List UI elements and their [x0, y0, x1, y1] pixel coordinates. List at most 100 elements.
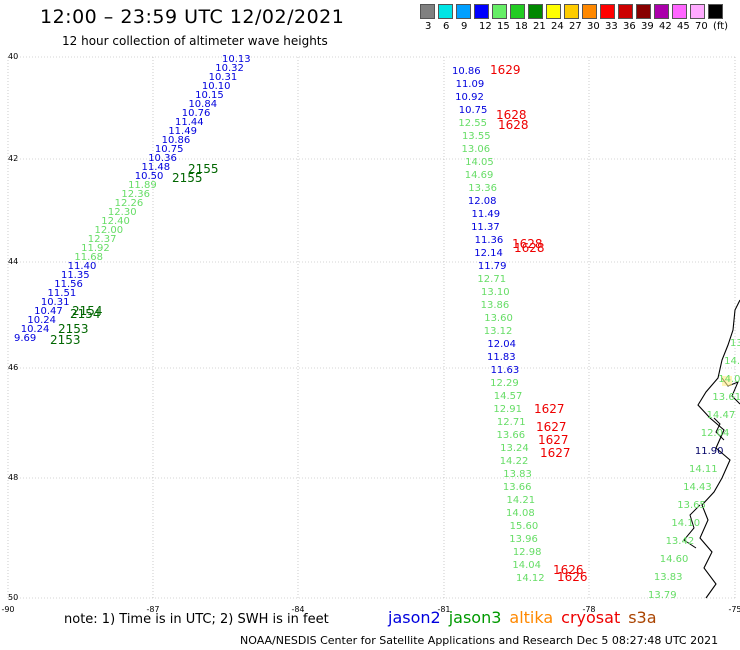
swh-label: 11.79 [478, 261, 507, 272]
swh-label: 11.89 [128, 180, 157, 191]
swh-label: 10.86 [162, 135, 191, 146]
swh-label: 9.69 [14, 333, 36, 344]
swh-label: 13.24 [500, 443, 529, 454]
axis-labels: 40 42 44 46 48 50 -90 -87 -84 -81 -78 -75 [1, 52, 740, 614]
swh-label: 12.14 [474, 248, 503, 259]
swh-label: 13.79 [648, 590, 677, 601]
scale-swatch [528, 4, 543, 19]
swh-label: 13.55 [462, 131, 491, 142]
swh-label: 13.86 [481, 300, 510, 311]
swh-label: 12.55 [458, 118, 487, 129]
swh-label: 13.83 [654, 572, 683, 583]
swh-label: 10.84 [188, 99, 217, 110]
lat-label: 50 [8, 593, 18, 602]
scale-label: 18 [515, 21, 528, 32]
swh-label: 10.10 [202, 81, 231, 92]
swh-label: 10.86 [452, 66, 481, 77]
legend-item-altika: altika [509, 608, 554, 627]
swh-label: 13.61 [712, 392, 740, 403]
swh-label: 14.00 [718, 374, 740, 385]
scale-label: 36 [623, 21, 636, 32]
swh-label: 13.65 [677, 500, 706, 511]
time-label: 1626 [557, 570, 588, 584]
swh-label: 11.36 [475, 235, 504, 246]
swh-label: 11.09 [456, 79, 485, 90]
scale-label: 30 [587, 21, 600, 32]
swh-label: 14.21 [724, 356, 740, 367]
time-label: 1628 [498, 118, 529, 132]
scale-swatch [456, 4, 471, 19]
scale-label: 39 [641, 21, 654, 32]
coastline-path [713, 417, 725, 441]
swh-label: 12.40 [101, 216, 130, 227]
swh-label: 14.12 [516, 573, 545, 584]
swh-label: 12.26 [115, 198, 144, 209]
swh-label: 11.48 [141, 162, 170, 173]
swh-label: 12.91 [493, 404, 522, 415]
time-label: 1627 [534, 402, 565, 416]
swh-label: 12.08 [468, 196, 497, 207]
satellite-legend: jason2 jason3 altika cryosat s3a [388, 608, 665, 627]
swh-label: 11.63 [491, 365, 520, 376]
lon-label: -90 [1, 605, 14, 614]
legend-item-s3a: s3a [628, 608, 657, 627]
swh-label: 13 [730, 338, 740, 349]
scale-label: 42 [659, 21, 672, 32]
swh-label: 14.43 [683, 482, 712, 493]
swh-label: 14.57 [494, 391, 523, 402]
swh-label: 13.83 [503, 469, 532, 480]
page-subtitle: 12 hour collection of altimeter wave hei… [62, 34, 328, 48]
satellite-tracks: 10.1310.3210.3110.1010.1510.8410.7611.44… [14, 54, 740, 601]
swh-label: 10.24 [21, 324, 50, 335]
time-label: 1626 [553, 563, 584, 577]
scale-swatch [546, 4, 561, 19]
swh-label: 13.66 [497, 430, 526, 441]
swh-label: 12.04 [701, 428, 730, 439]
time-label: 1627 [536, 420, 567, 434]
lon-label: -87 [146, 605, 159, 614]
swh-label: 11.37 [471, 222, 500, 233]
scale-swatch [654, 4, 669, 19]
scale-swatch [564, 4, 579, 19]
swh-label: 11.68 [74, 252, 103, 263]
lon-label: -84 [291, 605, 304, 614]
swh-label: 11.40 [68, 261, 97, 272]
time-label: 2153 [50, 333, 81, 347]
legend-item-jason3: jason3 [448, 608, 502, 627]
swh-label: 10.50 [135, 171, 164, 182]
scale-swatch [618, 4, 633, 19]
swh-label: 10.31 [209, 72, 238, 83]
swh-label: 10.13 [222, 54, 251, 65]
time-label: 2153 [58, 322, 89, 336]
scale-swatch [510, 4, 525, 19]
lat-label: 44 [8, 257, 18, 266]
swh-label: 11.49 [471, 209, 500, 220]
lon-label: -75 [728, 605, 740, 614]
swh-label: 10.75 [459, 105, 488, 116]
coastline-path [697, 299, 740, 599]
swh-label: 12.00 [95, 225, 124, 236]
swh-label: 12.30 [108, 207, 137, 218]
time-label: 1628 [496, 108, 527, 122]
swh-label: 13.96 [509, 534, 538, 545]
swh-label: 12.37 [88, 234, 117, 245]
time-label: 2155 [188, 162, 219, 176]
swh-label: 10.92 [455, 92, 484, 103]
scale-label: 27 [569, 21, 582, 32]
swh-label: 15.60 [510, 521, 539, 532]
time-label: 2154 [72, 304, 103, 318]
coast-highlight [722, 376, 732, 386]
swh-label: 11.35 [61, 270, 90, 281]
coastline [683, 299, 740, 599]
scale-swatch [600, 4, 615, 19]
time-label: 1628 [514, 241, 545, 255]
scale-label: 33 [605, 21, 618, 32]
swh-label: 13.42 [666, 536, 695, 547]
swh-label: 10.24 [27, 315, 56, 326]
swh-label: 14.22 [500, 456, 529, 467]
lat-label: 48 [8, 473, 18, 482]
scale-label: 3 [425, 21, 432, 32]
scale-label: 24 [551, 21, 564, 32]
swh-label: 13.12 [484, 326, 513, 337]
